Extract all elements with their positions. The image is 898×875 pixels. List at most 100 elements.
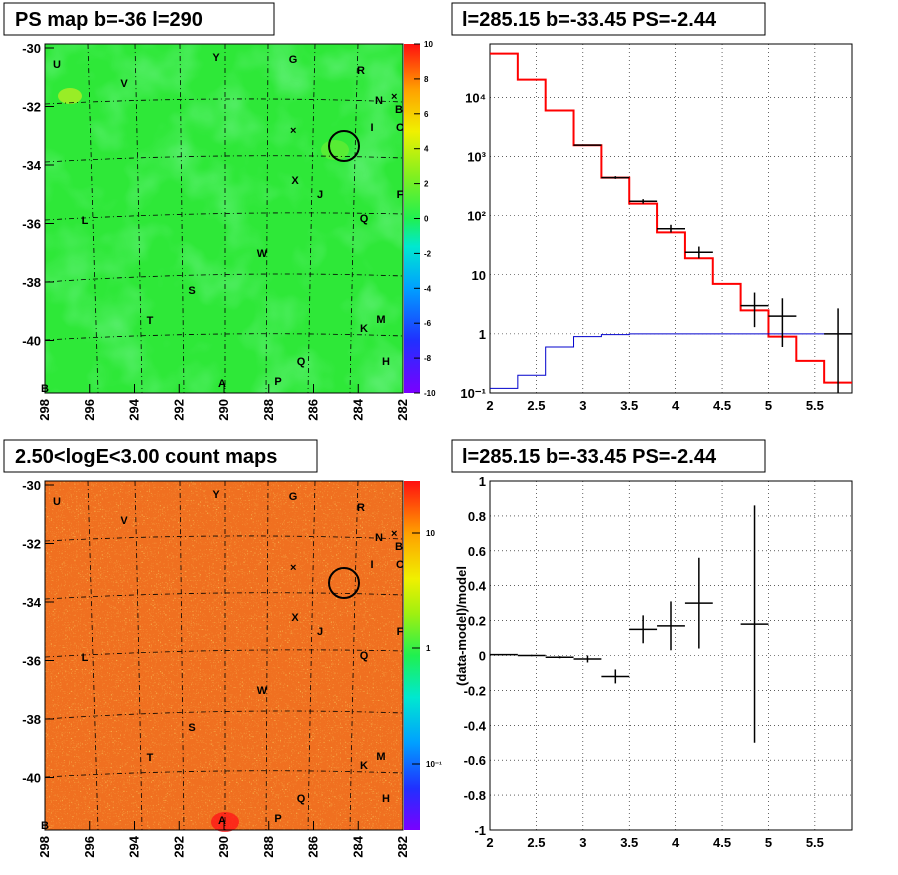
source-label: T [147,752,154,764]
colorbar-tick-label: 4 [424,145,429,154]
source-label: H [382,356,390,368]
count-map-x-ticks: 298 296 294 292 290 288 286 284 282 [37,821,410,858]
map1-x-tick-label: 288 [261,399,276,421]
ps-map-texture [45,44,403,393]
colorbar-tick-label: 10 [424,40,433,49]
source-label: M [376,751,385,763]
map2-x-tick-label: 296 [82,836,97,858]
source-label: J [317,189,323,201]
ps-map-x-ticks: 298 296 294 292 290 288 286 284 282 [37,384,410,421]
map1-x-tick-label: 286 [306,399,321,421]
map1-x-tick-label: 296 [82,399,97,421]
colorbar-tick-label: -6 [424,319,432,328]
residual-x-tick-label: 3 [579,835,586,850]
map2-x-tick-label: 294 [127,835,142,857]
spectrum-y-tick-label: 10⁻¹ [460,386,486,401]
map2-x-tick-label: 282 [395,836,410,858]
source-label: P [274,376,281,388]
spectrum-y-tick-label: 10³ [467,150,486,165]
colorbar-tick-label: 6 [424,110,429,119]
map1-x-tick-label: 298 [37,399,52,421]
source-label: K [360,323,368,335]
map2-x-tick-label: 298 [37,836,52,858]
spectrum-y-tick-label: 10² [467,209,486,224]
colorbar-tick-label: 8 [424,75,429,84]
map1-x-tick-label: 294 [127,398,142,420]
count-map-y-ticks: -30 -32 -34 -36 -38 -40 [22,478,54,786]
spectrum-x-tick-label: 4 [672,398,680,413]
ps-map-colorbar [404,44,420,393]
colorbar-tick-label: -2 [424,249,432,258]
source-label: L [82,215,89,227]
source-label: X [291,175,299,187]
residual-x-tick-label: 5 [765,835,772,850]
map2-y-tick-label: -30 [22,478,41,493]
spectrum-y-ticks: 10⁻¹ 1 10 10² 10³ 10⁴ [460,90,486,401]
map1-x-tick-label: 290 [216,399,231,421]
ps-map-title-box [3,2,275,36]
spectrum-panel: l=285.15 b=-33.45 PS=-2.44 2 2.5 3 3.5 4 4.5 5… [451,2,853,413]
count-map-title: 2.50<logE<3.00 count maps [15,446,277,468]
source-label: A [218,378,226,390]
residual-y-tick-label: 0.8 [468,509,486,524]
map2-y-tick-label: -36 [22,654,41,669]
residual-title-box [451,439,766,473]
residual-x-ticks: 2 2.5 3 3.5 4 4.5 5 5.5 [486,835,824,850]
residual-y-tick-label: 0.6 [468,544,486,559]
ps-map-selected-source-circle [328,130,360,162]
source-label: S [188,722,195,734]
source-label: V [120,515,128,527]
ps-map-source-labels: UVYGRNBICXJFLQWSTMKQHAPB [41,52,404,395]
residual-x-tick-label: 2.5 [527,835,545,850]
map2-x-tick-label: 284 [350,835,365,857]
count-map-title-box [3,439,318,473]
ps-map-hotspot [58,88,82,104]
map1-x-tick-label: 292 [171,399,186,421]
residual-y-tick-label: -0.2 [464,683,486,698]
map2-y-tick-label: -32 [22,537,41,552]
source-label: Y [212,489,220,501]
map1-y-tick-label: -34 [22,158,42,173]
residual-y-tick-label: 1 [479,474,486,489]
source-label: B [395,541,403,553]
spectrum-plot-frame [489,43,853,394]
residual-y-axis-label: (data-model)/model [454,566,469,686]
residual-y-tick-label: 0 [479,649,486,664]
count-map-selected-source-circle [328,567,360,599]
colorbar-tick-label: 10 [426,529,435,538]
spectrum-x-tick-label: 2.5 [527,398,545,413]
residual-y-tick-label: -0.6 [464,753,486,768]
source-label: G [289,491,298,503]
spectrum-x-tick-label: 4.5 [713,398,731,413]
ps-map-cross-marker: × [290,125,296,137]
source-label: B [395,104,403,116]
residual-title: l=285.15 b=-33.45 PS=-2.44 [462,446,717,468]
residual-y-tick-label: -0.4 [464,718,487,733]
count-map-source-labels: UVYGRNBICXJFLQWSTMKQHAPB [41,489,404,832]
residual-x-tick-label: 3.5 [620,835,638,850]
map2-y-tick-label: -38 [22,712,41,727]
source-label: P [274,813,281,825]
source-label: N [375,95,383,107]
source-label: C [396,559,404,571]
map2-x-tick-label: 292 [171,836,186,858]
source-label: Q [360,650,369,662]
count-map-cross-marker: × [290,562,296,574]
residual-panel: l=285.15 b=-33.45 PS=-2.44 2 2.5 3 3.5 4 4.5 5… [451,439,853,850]
colorbar-tick-label: -4 [424,284,432,293]
source-label: R [357,502,365,514]
source-label: I [370,559,373,571]
map1-x-tick-label: 282 [395,399,410,421]
residual-y-tick-label: 0.4 [468,579,487,594]
map2-x-tick-label: 286 [306,836,321,858]
map1-y-tick-label: -38 [22,275,41,290]
source-label: F [397,626,404,638]
source-label: H [382,793,390,805]
source-label: A [218,815,226,827]
map1-y-tick-label: -40 [22,334,41,349]
source-label: W [257,685,268,697]
spectrum-y-tick-label: 10 [472,268,486,283]
spectrum-x-tick-label: 5.5 [806,398,824,413]
spectrum-background-line [490,333,852,389]
residual-y-tick-label: -0.8 [464,788,486,803]
